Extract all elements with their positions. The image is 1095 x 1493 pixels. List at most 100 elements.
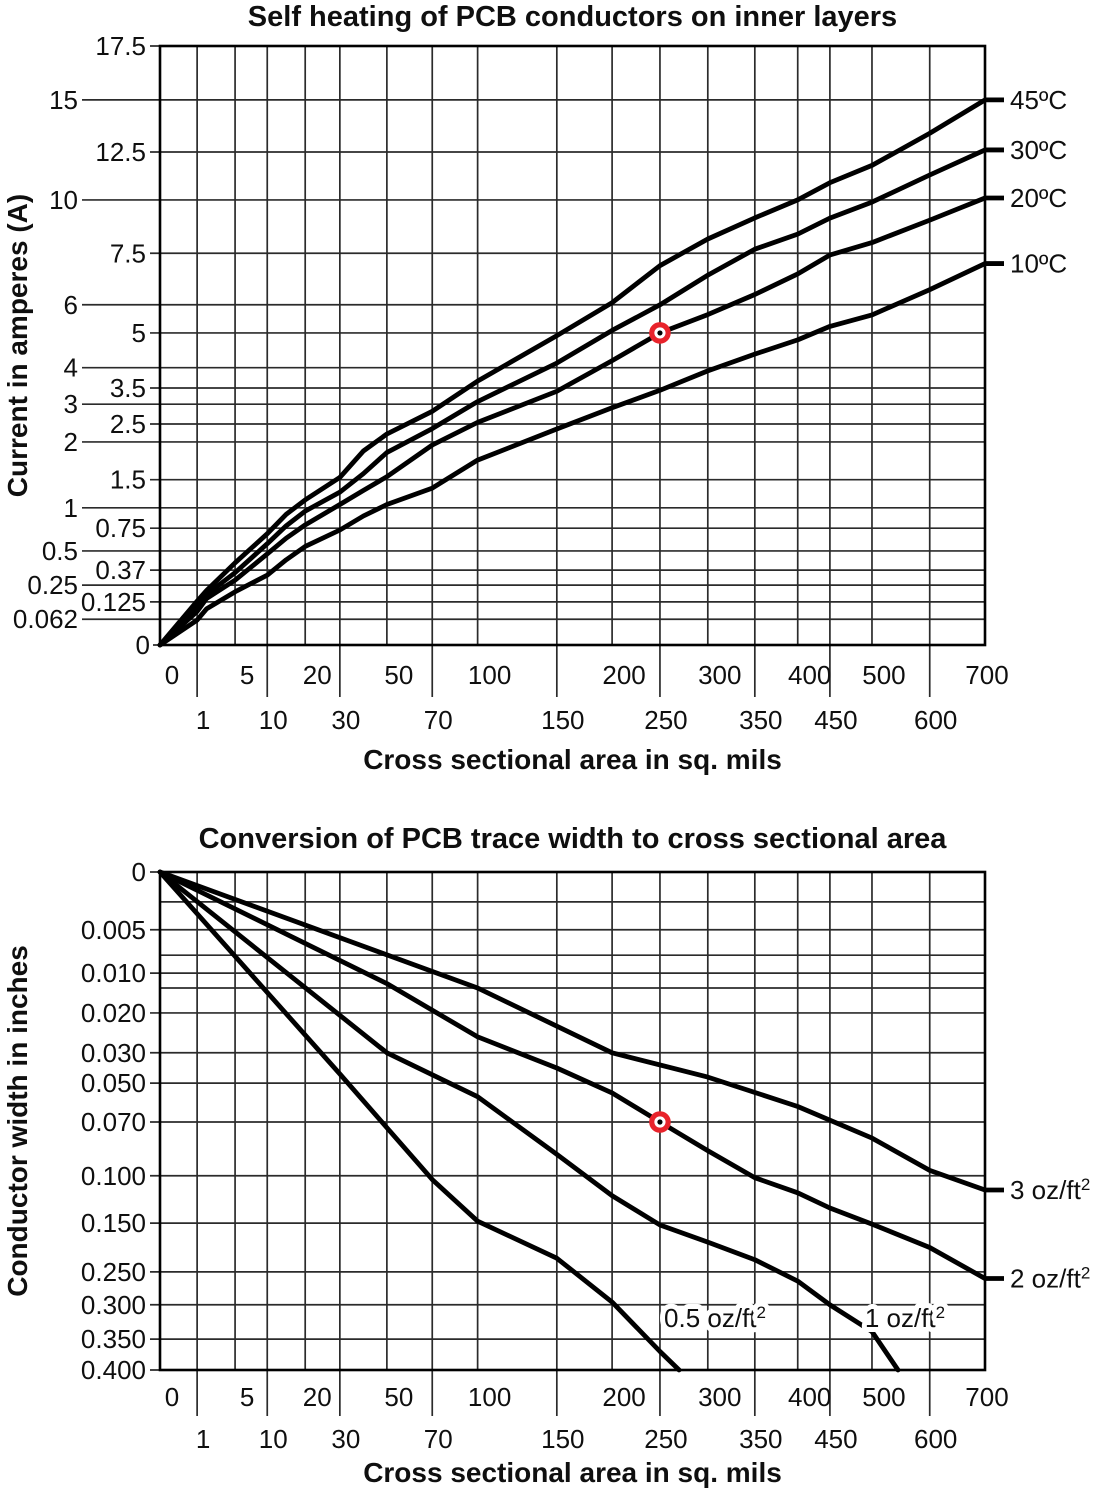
x-axis-title: Cross sectional area in sq. mils bbox=[363, 1457, 782, 1488]
tick-label-x: 30 bbox=[331, 1424, 360, 1454]
tick-label-x: 20 bbox=[303, 660, 332, 690]
tick-label-y: 17.5 bbox=[95, 31, 146, 61]
tick-label-x: 400 bbox=[788, 1382, 831, 1412]
example-marker-dot bbox=[657, 330, 663, 336]
tick-label-y: 7.5 bbox=[110, 238, 146, 268]
tick-label-x: 200 bbox=[602, 1382, 645, 1412]
tick-label-y: 15 bbox=[49, 85, 78, 115]
tick-label-x: 450 bbox=[814, 1424, 857, 1454]
example-marker bbox=[649, 1111, 671, 1133]
tick-label-y: 0.062 bbox=[13, 604, 78, 634]
tick-label-x: 250 bbox=[644, 705, 687, 735]
tick-label-x: 700 bbox=[965, 660, 1008, 690]
tick-label-y: 0.350 bbox=[81, 1324, 146, 1354]
curve-label-3-oz-ft: 3 oz/ft2 bbox=[1010, 1175, 1090, 1205]
x-axis-title: Cross sectional area in sq. mils bbox=[363, 744, 782, 775]
tick-label-x: 250 bbox=[644, 1424, 687, 1454]
tick-label-x: 0 bbox=[165, 1382, 179, 1412]
tick-label-x: 600 bbox=[914, 1424, 957, 1454]
curve-label-1-oz-ft: 1 oz/ft2 bbox=[865, 1303, 945, 1333]
tick-label-x: 600 bbox=[914, 705, 957, 735]
tick-label-y: 1.5 bbox=[110, 465, 146, 495]
tick-label-y: 3.5 bbox=[110, 373, 146, 403]
chart-title: Conversion of PCB trace width to cross s… bbox=[199, 823, 948, 855]
tick-label-x: 30 bbox=[331, 705, 360, 735]
curve-label-10-C: 10ºC bbox=[1010, 249, 1067, 279]
tick-label-x: 70 bbox=[424, 705, 453, 735]
curve-label-45-C: 45ºC bbox=[1010, 85, 1067, 115]
example-marker bbox=[649, 322, 671, 344]
tick-label-y: 0.400 bbox=[81, 1355, 146, 1385]
tick-label-x: 200 bbox=[602, 660, 645, 690]
curve-label-2-oz-ft: 2 oz/ft2 bbox=[1010, 1263, 1090, 1293]
tick-label-x: 20 bbox=[303, 1382, 332, 1412]
tick-label-x: 150 bbox=[541, 1424, 584, 1454]
tick-label-x: 350 bbox=[739, 705, 782, 735]
tick-label-x: 50 bbox=[384, 1382, 413, 1412]
tick-label-y: 0.070 bbox=[81, 1107, 146, 1137]
tick-label-y: 0.005 bbox=[81, 915, 146, 945]
tick-label-x: 500 bbox=[862, 660, 905, 690]
tick-label-y: 3 bbox=[64, 389, 78, 419]
tick-label-y: 0.37 bbox=[95, 555, 146, 585]
tick-label-y: 2 bbox=[64, 427, 78, 457]
tick-label-x: 1 bbox=[196, 705, 210, 735]
tick-label-y: 0.75 bbox=[95, 513, 146, 543]
tick-label-y: 12.5 bbox=[95, 137, 146, 167]
series-curve-3-oz-ft bbox=[157, 869, 988, 1193]
chart-width-conversion: 2 oz/ft2 3 oz/ft2 0.5 oz/ft2 1 oz/ft2 0 5 20 50… bbox=[2, 823, 1090, 1488]
series-curve-45-C bbox=[157, 97, 988, 648]
tick-label-x: 70 bbox=[424, 1424, 453, 1454]
tick-label-y: 10 bbox=[49, 185, 78, 215]
tick-label-x: 500 bbox=[862, 1382, 905, 1412]
series-curve-10-C bbox=[157, 261, 988, 648]
tick-label-x: 100 bbox=[468, 1382, 511, 1412]
tick-label-x: 10 bbox=[259, 705, 288, 735]
tick-label-y: 0.5 bbox=[42, 536, 78, 566]
series-curve-30-C bbox=[157, 147, 988, 648]
tick-label-y: 0.100 bbox=[81, 1161, 146, 1191]
plot-border bbox=[158, 870, 987, 1372]
tick-label-y: 0.250 bbox=[81, 1257, 146, 1287]
series-curve-0.5-oz-ft bbox=[157, 869, 682, 1373]
tick-label-x: 450 bbox=[814, 705, 857, 735]
tick-label-y: 0.020 bbox=[81, 998, 146, 1028]
curve-label-20-C: 20ºC bbox=[1010, 183, 1067, 213]
chart-title: Self heating of PCB conductors on inner … bbox=[248, 1, 897, 33]
tick-label-x: 10 bbox=[259, 1424, 288, 1454]
tick-label-y: 0.125 bbox=[81, 587, 146, 617]
curve-label-0.5-oz-ft: 0.5 oz/ft2 bbox=[664, 1303, 766, 1333]
tick-label-x: 1 bbox=[196, 1424, 210, 1454]
tick-label-x: 5 bbox=[240, 1382, 254, 1412]
tick-label-x: 100 bbox=[468, 660, 511, 690]
y-axis-title: Conductor width in inches bbox=[2, 945, 33, 1297]
tick-label-y: 0.050 bbox=[81, 1068, 146, 1098]
tick-label-y: 2.5 bbox=[110, 409, 146, 439]
tick-label-y: 0.010 bbox=[81, 958, 146, 988]
tick-label-y: 0.150 bbox=[81, 1208, 146, 1238]
series-curve-20-C bbox=[157, 195, 988, 648]
tick-label-y: 0.030 bbox=[81, 1038, 146, 1068]
tick-label-x: 300 bbox=[698, 660, 741, 690]
tick-label-y: 1 bbox=[64, 493, 78, 523]
tick-label-x: 50 bbox=[384, 660, 413, 690]
tick-label-x: 150 bbox=[541, 705, 584, 735]
tick-label-x: 0 bbox=[165, 660, 179, 690]
tick-label-y: 0 bbox=[136, 630, 150, 660]
tick-label-x: 5 bbox=[240, 660, 254, 690]
series-curve-2-oz-ft bbox=[157, 869, 988, 1281]
y-axis-title: Current in amperes (A) bbox=[2, 194, 33, 497]
tick-label-x: 350 bbox=[739, 1424, 782, 1454]
tick-label-x: 700 bbox=[965, 1382, 1008, 1412]
tick-label-y: 6 bbox=[64, 290, 78, 320]
tick-label-y: 4 bbox=[64, 353, 78, 383]
tick-label-x: 300 bbox=[698, 1382, 741, 1412]
example-marker-dot bbox=[657, 1119, 663, 1125]
tick-label-y: 0.300 bbox=[81, 1290, 146, 1320]
series-curve-1-oz-ft bbox=[157, 869, 901, 1373]
plot-border bbox=[158, 44, 987, 647]
curve-label-30-C: 30ºC bbox=[1010, 135, 1067, 165]
